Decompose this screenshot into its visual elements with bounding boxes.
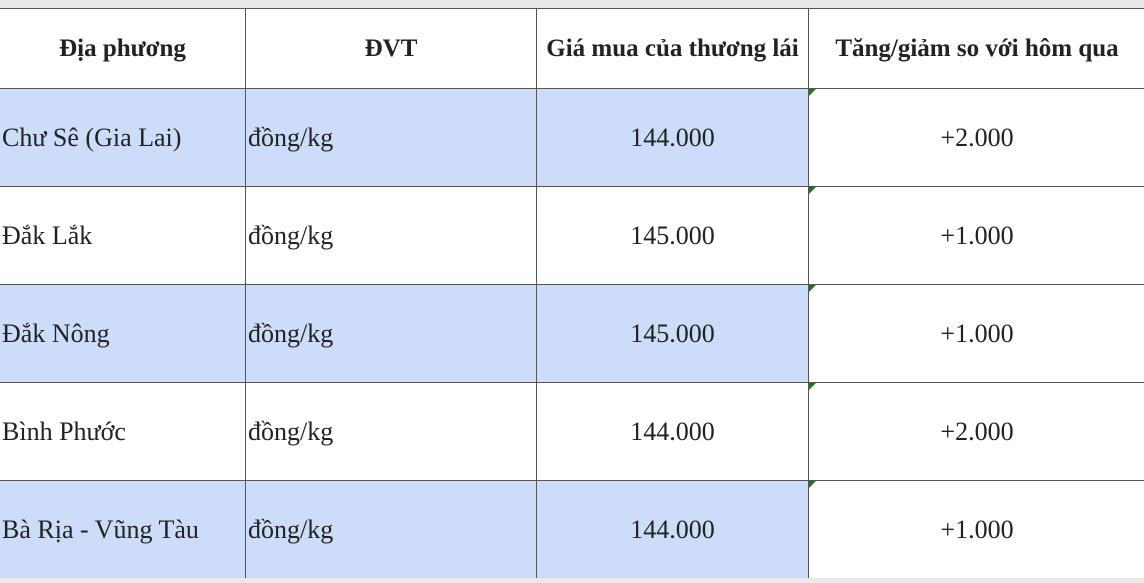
table-body: Chư Sê (Gia Lai) đồng/kg 144.000 +2.000 Đắk … bbox=[0, 88, 1144, 578]
table-row: Đắk Lắk đồng/kg 145.000 +1.000 bbox=[0, 186, 1144, 285]
table-row: Bà Rịa - Vũng Tàu đồng/kg 144.000 +1.000 bbox=[0, 480, 1144, 578]
table-cell: đồng/kg bbox=[245, 186, 537, 285]
table-row: Bình Phước đồng/kg 144.000 +2.000 bbox=[0, 382, 1144, 481]
table-cell: +1.000 bbox=[808, 284, 1144, 383]
price-table: Địa phương ĐVT Giá mua của thương lái Tăng/… bbox=[0, 8, 1144, 578]
table-cell: Bà Rịa - Vũng Tàu bbox=[0, 480, 246, 578]
table-cell: Đắk Nông bbox=[0, 284, 246, 383]
table-container: Địa phương ĐVT Giá mua của thương lái Tăng/… bbox=[0, 8, 1144, 578]
header-cell: Địa phương bbox=[0, 8, 246, 89]
header-row: Địa phương ĐVT Giá mua của thương lái Tăng/… bbox=[0, 8, 1144, 89]
table-cell: 144.000 bbox=[536, 480, 809, 578]
table-cell: 144.000 bbox=[536, 382, 809, 481]
table-cell: +1.000 bbox=[808, 186, 1144, 285]
table-cell: Bình Phước bbox=[0, 382, 246, 481]
table-cell: đồng/kg bbox=[245, 382, 537, 481]
header-cell: Giá mua của thương lái bbox=[536, 8, 809, 89]
table-cell: +2.000 bbox=[808, 88, 1144, 187]
table-cell: +2.000 bbox=[808, 382, 1144, 481]
table-cell: đồng/kg bbox=[245, 88, 537, 187]
table-cell: Chư Sê (Gia Lai) bbox=[0, 88, 246, 187]
table-cell: 144.000 bbox=[536, 88, 809, 187]
table-row: Đắk Nông đồng/kg 145.000 +1.000 bbox=[0, 284, 1144, 383]
table-cell: 145.000 bbox=[536, 186, 809, 285]
table-cell: đồng/kg bbox=[245, 284, 537, 383]
header-cell: Tăng/giảm so với hôm qua bbox=[808, 8, 1144, 89]
table-cell: đồng/kg bbox=[245, 480, 537, 578]
table-row: Chư Sê (Gia Lai) đồng/kg 144.000 +2.000 bbox=[0, 88, 1144, 187]
table-cell: Đắk Lắk bbox=[0, 186, 246, 285]
table-cell: 145.000 bbox=[536, 284, 809, 383]
header-cell: ĐVT bbox=[245, 8, 537, 89]
table-cell: +1.000 bbox=[808, 480, 1144, 578]
